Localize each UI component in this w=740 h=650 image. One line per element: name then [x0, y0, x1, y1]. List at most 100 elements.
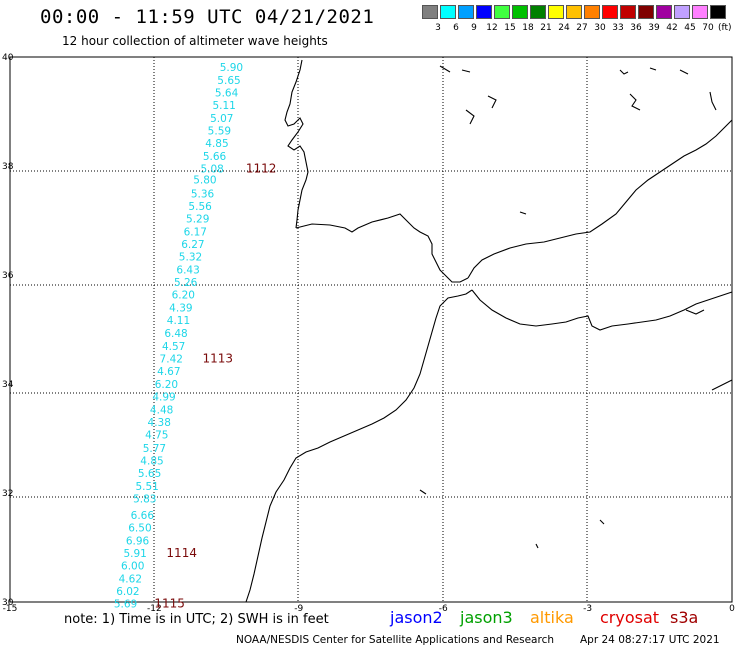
legend-swatch [710, 5, 726, 19]
legend-label: 15 [504, 23, 516, 33]
island-15 [461, 69, 471, 73]
island-4 [709, 91, 717, 111]
legend-swatch [692, 5, 708, 19]
coast-portugal [284, 59, 309, 229]
coastline [245, 59, 733, 603]
wave-height-value: 4.85 [205, 138, 228, 150]
wave-height-value: 6.20 [155, 379, 178, 391]
wave-height-value: 5.26 [174, 277, 198, 289]
wave-height-value: 4.62 [119, 574, 142, 586]
wave-height-value: 5.69 [114, 599, 137, 611]
legend-swatch [422, 5, 438, 19]
wave-height-value: 5.29 [186, 213, 209, 225]
footer-note: note: 1) Time is in UTC; 2) SWH is in fe… [64, 612, 329, 627]
wave-height-value: 5.07 [210, 113, 233, 125]
lat-tick-label: 40 [2, 53, 14, 63]
longitude-labels: -15 -12 -9 -6 -3 0 [3, 604, 735, 614]
lat-tick-label: 38 [2, 162, 14, 172]
legend-label: 30 [594, 23, 606, 33]
wave-height-value: 5.36 [191, 188, 215, 200]
wave-height-value: 4.57 [162, 341, 185, 353]
legend-label: 3 [435, 23, 441, 33]
chart-subtitle: 12 hour collection of altimeter wave hei… [62, 34, 328, 48]
wave-height-value: 5.66 [203, 151, 227, 163]
lon-tick-label: -3 [583, 604, 592, 614]
wave-height-value: 6.02 [116, 586, 139, 598]
wave-height-value: 6.27 [181, 239, 204, 251]
island-10 [535, 543, 539, 549]
legend-label: 21 [540, 23, 552, 33]
legend-swatch [458, 5, 474, 19]
pass-id-labels: 1112 1113 1114 1115 [154, 162, 276, 611]
lon-tick-label: -15 [3, 604, 18, 614]
coast-morocco [245, 289, 473, 603]
wave-height-value: 4.39 [169, 303, 192, 315]
legend-label: 70 [702, 23, 714, 33]
wave-height-value: 6.17 [184, 226, 207, 238]
coast-north-africa [471, 289, 733, 331]
map-grid [10, 57, 732, 602]
coast-spain [467, 119, 733, 279]
footer-credit: NOAA/NESDIS Center for Satellite Applica… [236, 634, 554, 646]
legend-swatch [674, 5, 690, 19]
wave-height-value: 6.00 [121, 560, 144, 572]
island-13 [711, 379, 733, 391]
legend-label: 27 [576, 23, 588, 33]
legend-swatch [494, 5, 510, 19]
legend-swatch [530, 5, 546, 19]
legend-label: 6 [453, 23, 459, 33]
lat-tick-label: 34 [2, 380, 14, 390]
wave-height-value: 7.42 [160, 353, 183, 365]
legend-label: 36 [630, 23, 642, 33]
legend-label: 9 [471, 23, 477, 33]
island-12 [685, 309, 705, 315]
island-8 [519, 211, 527, 215]
wave-height-labels: 5.905.655.645.115.075.594.855.665.085.80… [114, 62, 243, 611]
wave-height-value: 6.43 [176, 265, 199, 277]
island-1 [619, 69, 629, 75]
wave-height-value: 5.08 [200, 164, 223, 176]
wave-height-value: 4.67 [157, 366, 180, 378]
wave-height-value: 5.77 [143, 443, 166, 455]
wave-height-value: 6.96 [126, 535, 150, 547]
island-7 [465, 109, 475, 125]
island-14 [439, 65, 451, 73]
latitude-labels: 40 38 36 34 32 30 [2, 53, 14, 608]
wave-height-value: 5.83 [133, 493, 156, 505]
legend-label: 18 [522, 23, 534, 33]
wave-height-value: 4.11 [167, 315, 190, 327]
legend-swatch [440, 5, 456, 19]
legend-swatch [602, 5, 618, 19]
wave-height-value: 5.90 [220, 62, 243, 74]
map-frame [9, 56, 733, 603]
wave-height-value: 4.75 [145, 430, 168, 442]
legend-swatch [656, 5, 672, 19]
wave-height-value: 5.11 [212, 100, 235, 112]
pass-id-label: 1112 [246, 162, 277, 176]
legend-label: 33 [612, 23, 624, 33]
wave-height-value: 4.38 [148, 417, 171, 429]
footer-timestamp: Apr 24 08:27:17 UTC 2021 [580, 634, 720, 646]
satellite-label: jason3 [460, 608, 513, 627]
satellite-label: altika [530, 608, 574, 627]
legend-label: 12 [486, 23, 498, 33]
lat-tick-label: 36 [2, 271, 14, 281]
pass-id-label: 1113 [203, 351, 234, 365]
wave-height-value: 5.65 [138, 468, 161, 480]
wave-height-value: 5.91 [123, 548, 146, 560]
island-9 [599, 519, 605, 525]
wave-height-value: 4.85 [140, 455, 163, 467]
legend-swatch [638, 5, 654, 19]
wave-height-value: 6.20 [172, 290, 195, 302]
satellite-label: jason2 [390, 608, 443, 627]
legend-label: 39 [648, 23, 660, 33]
wave-height-value: 4.48 [150, 405, 173, 417]
chart-title: 00:00 - 11:59 UTC 04/21/2021 [40, 6, 375, 28]
wave-height-value: 5.65 [217, 75, 240, 87]
wave-height-value: 5.51 [135, 481, 158, 493]
legend-swatch [566, 5, 582, 19]
legend-label: 42 [666, 23, 678, 33]
pass-id-label: 1115 [154, 597, 185, 611]
island-6 [487, 95, 497, 109]
wave-height-value: 5.80 [193, 175, 216, 187]
